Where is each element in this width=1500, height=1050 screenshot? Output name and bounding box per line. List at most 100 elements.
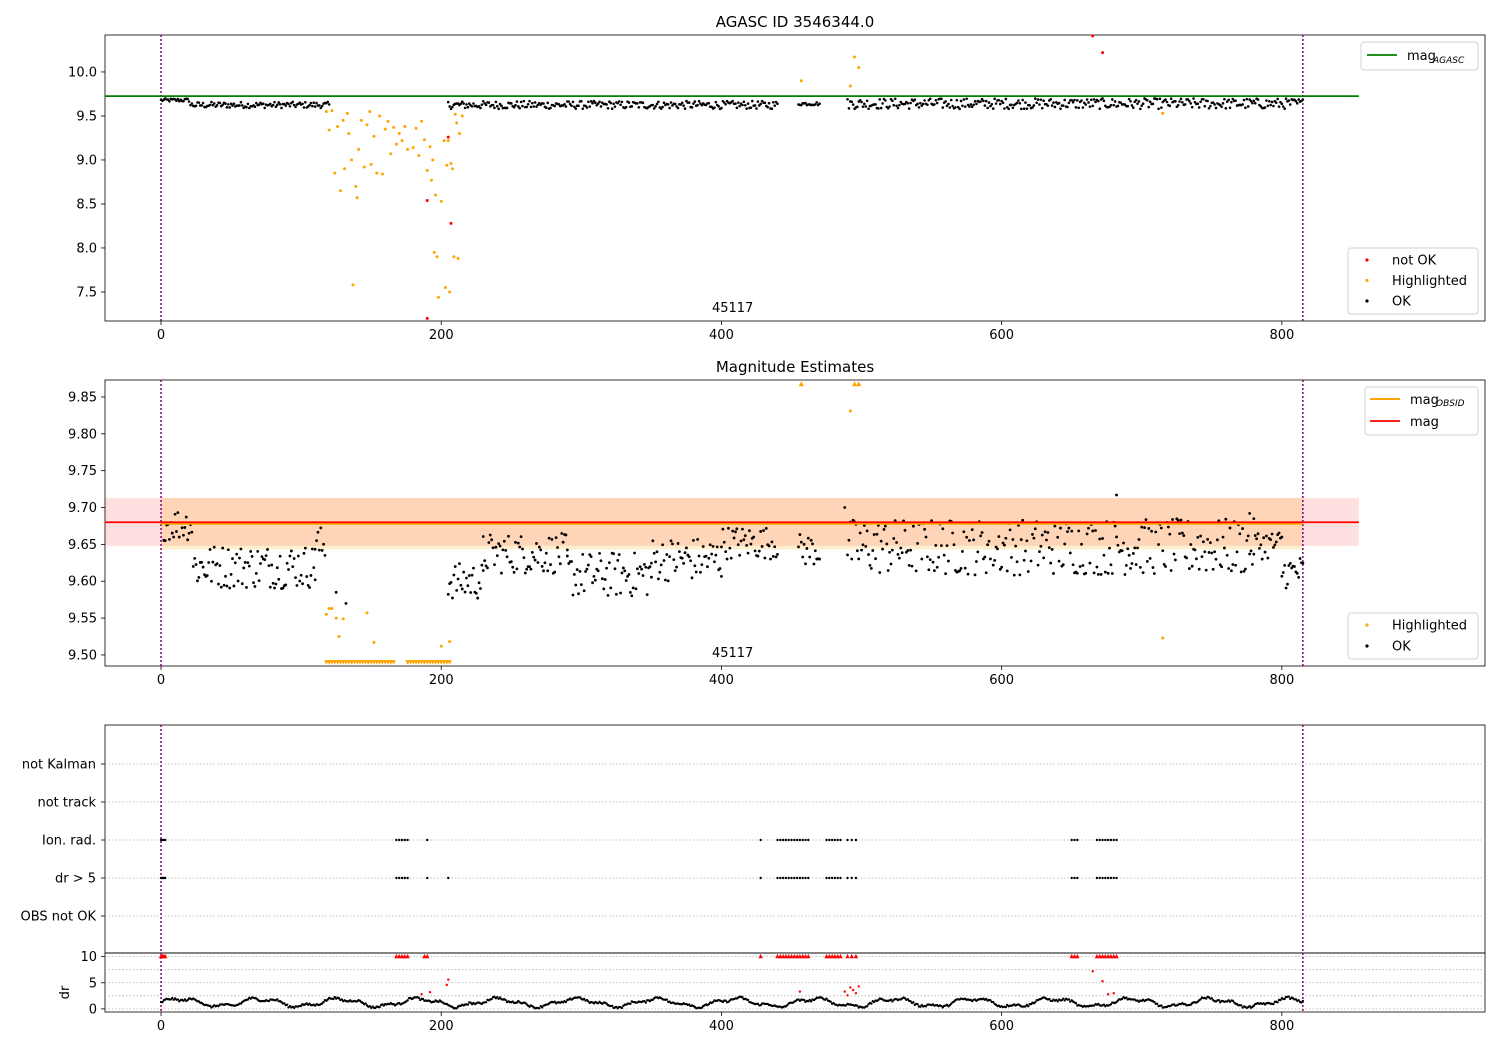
panel2-ok-point [228, 586, 232, 590]
panel2-ok-point [273, 586, 276, 590]
panel1-ok-point [581, 107, 585, 110]
panel1-ok-point [661, 105, 664, 109]
panel2-ok-point [1099, 573, 1103, 576]
panel3-flag-point [795, 838, 799, 842]
panel1-ok-point [891, 99, 894, 102]
panel1-ok-point [1297, 98, 1300, 101]
panel4-ok-point [741, 996, 744, 999]
panel2-ok-point [564, 533, 568, 537]
panel1-ok-point [574, 107, 578, 110]
panel1-ok-point [753, 104, 757, 107]
chart-layer: AGASC ID 3546344.0 0 200 400 600 800 7.5 8.0 8.5… [21, 13, 1486, 1034]
panel2-ok-point [714, 553, 718, 557]
panel2-ok-point [501, 548, 505, 552]
panel1-ok-point [690, 106, 694, 109]
panel3-flag-point [1104, 838, 1107, 842]
panel2-ok-point [544, 551, 548, 555]
panel1-ok-point [493, 106, 496, 110]
panel2-ok-point [1008, 528, 1012, 532]
panel2-ok-point [940, 544, 943, 548]
panel1-ok-point [990, 102, 994, 106]
panel2-ok-point [205, 574, 209, 577]
panel1-ok-point [654, 105, 657, 108]
panel2-ok-point [459, 583, 463, 587]
panel2-ok-point [996, 547, 999, 551]
panel2-ok-point [588, 553, 592, 556]
panel1-x-tick-label: 200 [429, 328, 454, 343]
panel2-ok-point [628, 590, 632, 594]
panel4-ok-point [484, 1000, 488, 1004]
panel4-ok-point [644, 1001, 647, 1004]
panel1-ok-point [612, 102, 615, 106]
panel1-ok-point [1193, 100, 1197, 104]
panel2-ok-point [266, 548, 269, 551]
panel2-ok-point [287, 568, 290, 571]
panel2-ok-point [483, 559, 487, 563]
panel1-ok-point [577, 104, 580, 108]
panel2-ok-point [275, 566, 279, 570]
panel1-ok-point [1071, 100, 1075, 104]
panel2-ok-point [1049, 561, 1053, 565]
panel2-ok-point [633, 551, 636, 555]
panel1-ok-point [879, 106, 883, 110]
panel3-flag-label: dr > 5 [55, 872, 96, 887]
panel1-ok-point [312, 101, 316, 105]
panel2-ok-point [614, 592, 618, 596]
panel4-red-clipped-marker [1094, 953, 1100, 959]
panel2-ok-point [774, 555, 778, 559]
panel1-ok-point [620, 100, 624, 104]
panel2-ok-point [1129, 566, 1132, 570]
panel2-ok-point [268, 585, 272, 589]
panel1-highlighted-point [400, 139, 404, 143]
panel1-ok-point [771, 100, 775, 104]
panel4-ok-point [924, 1005, 928, 1008]
panel4-ok-point [417, 996, 421, 1000]
panel2-ok-point [1255, 537, 1259, 541]
panel1-ok-point [1017, 99, 1020, 102]
panel2-ok-point [1110, 572, 1114, 575]
panel2-ok-point [736, 543, 740, 547]
panel2-ok-point [530, 550, 534, 554]
panel2-ok-point [846, 553, 849, 557]
panel2-ok-point [521, 547, 524, 551]
panel1-ok-point [746, 102, 750, 105]
panel2-ok-point [547, 536, 551, 540]
panel4-ok-point [176, 998, 180, 1001]
panel2-ok-point [546, 569, 550, 573]
panel1-ok-point [1203, 104, 1207, 108]
panel2-ok-point [1286, 582, 1289, 586]
panel1-ok-point [1018, 101, 1022, 105]
panel1-ok-point [888, 105, 891, 108]
panel2-ok-point [507, 534, 510, 538]
panel2-ok-point [1272, 545, 1275, 549]
panel2-ok-point [1004, 536, 1008, 540]
panel4-y-tick-label: 5 [89, 976, 97, 991]
panel2-ok-point [1123, 573, 1127, 576]
panel2-ok-point [319, 526, 323, 530]
panel2-ok-point [914, 569, 918, 573]
panel2-ok-point [623, 569, 627, 573]
panel2-ok-point [860, 548, 863, 552]
panel1-ok-point [228, 106, 231, 109]
panel2-ok-point [539, 548, 543, 552]
panel2-ok-point [253, 585, 257, 588]
panel4-red-clipped-marker [399, 953, 405, 959]
panel2-ok-point [742, 538, 746, 542]
panel1-ok-point [449, 107, 453, 111]
panel1-ok-point [609, 101, 613, 105]
panel1-ok-point [319, 106, 323, 110]
panel2-ok-point [850, 557, 854, 561]
panel3-flag-point [1076, 838, 1079, 842]
panel2-ok-point [525, 567, 529, 571]
panel2-ok-point [606, 593, 610, 597]
panel4-ok-point [1027, 1005, 1030, 1008]
panel2-ok-point [1078, 565, 1082, 568]
panel2-legend-label: Highlighted [1392, 619, 1467, 634]
panel2-ok-point [1248, 552, 1252, 556]
panel4-ok-point [1283, 997, 1286, 1001]
panel3-flag-point [846, 876, 849, 880]
panel2-ok-point [1095, 565, 1099, 569]
panel2-ok-point [518, 545, 522, 549]
panel1-ok-point [1155, 97, 1159, 101]
